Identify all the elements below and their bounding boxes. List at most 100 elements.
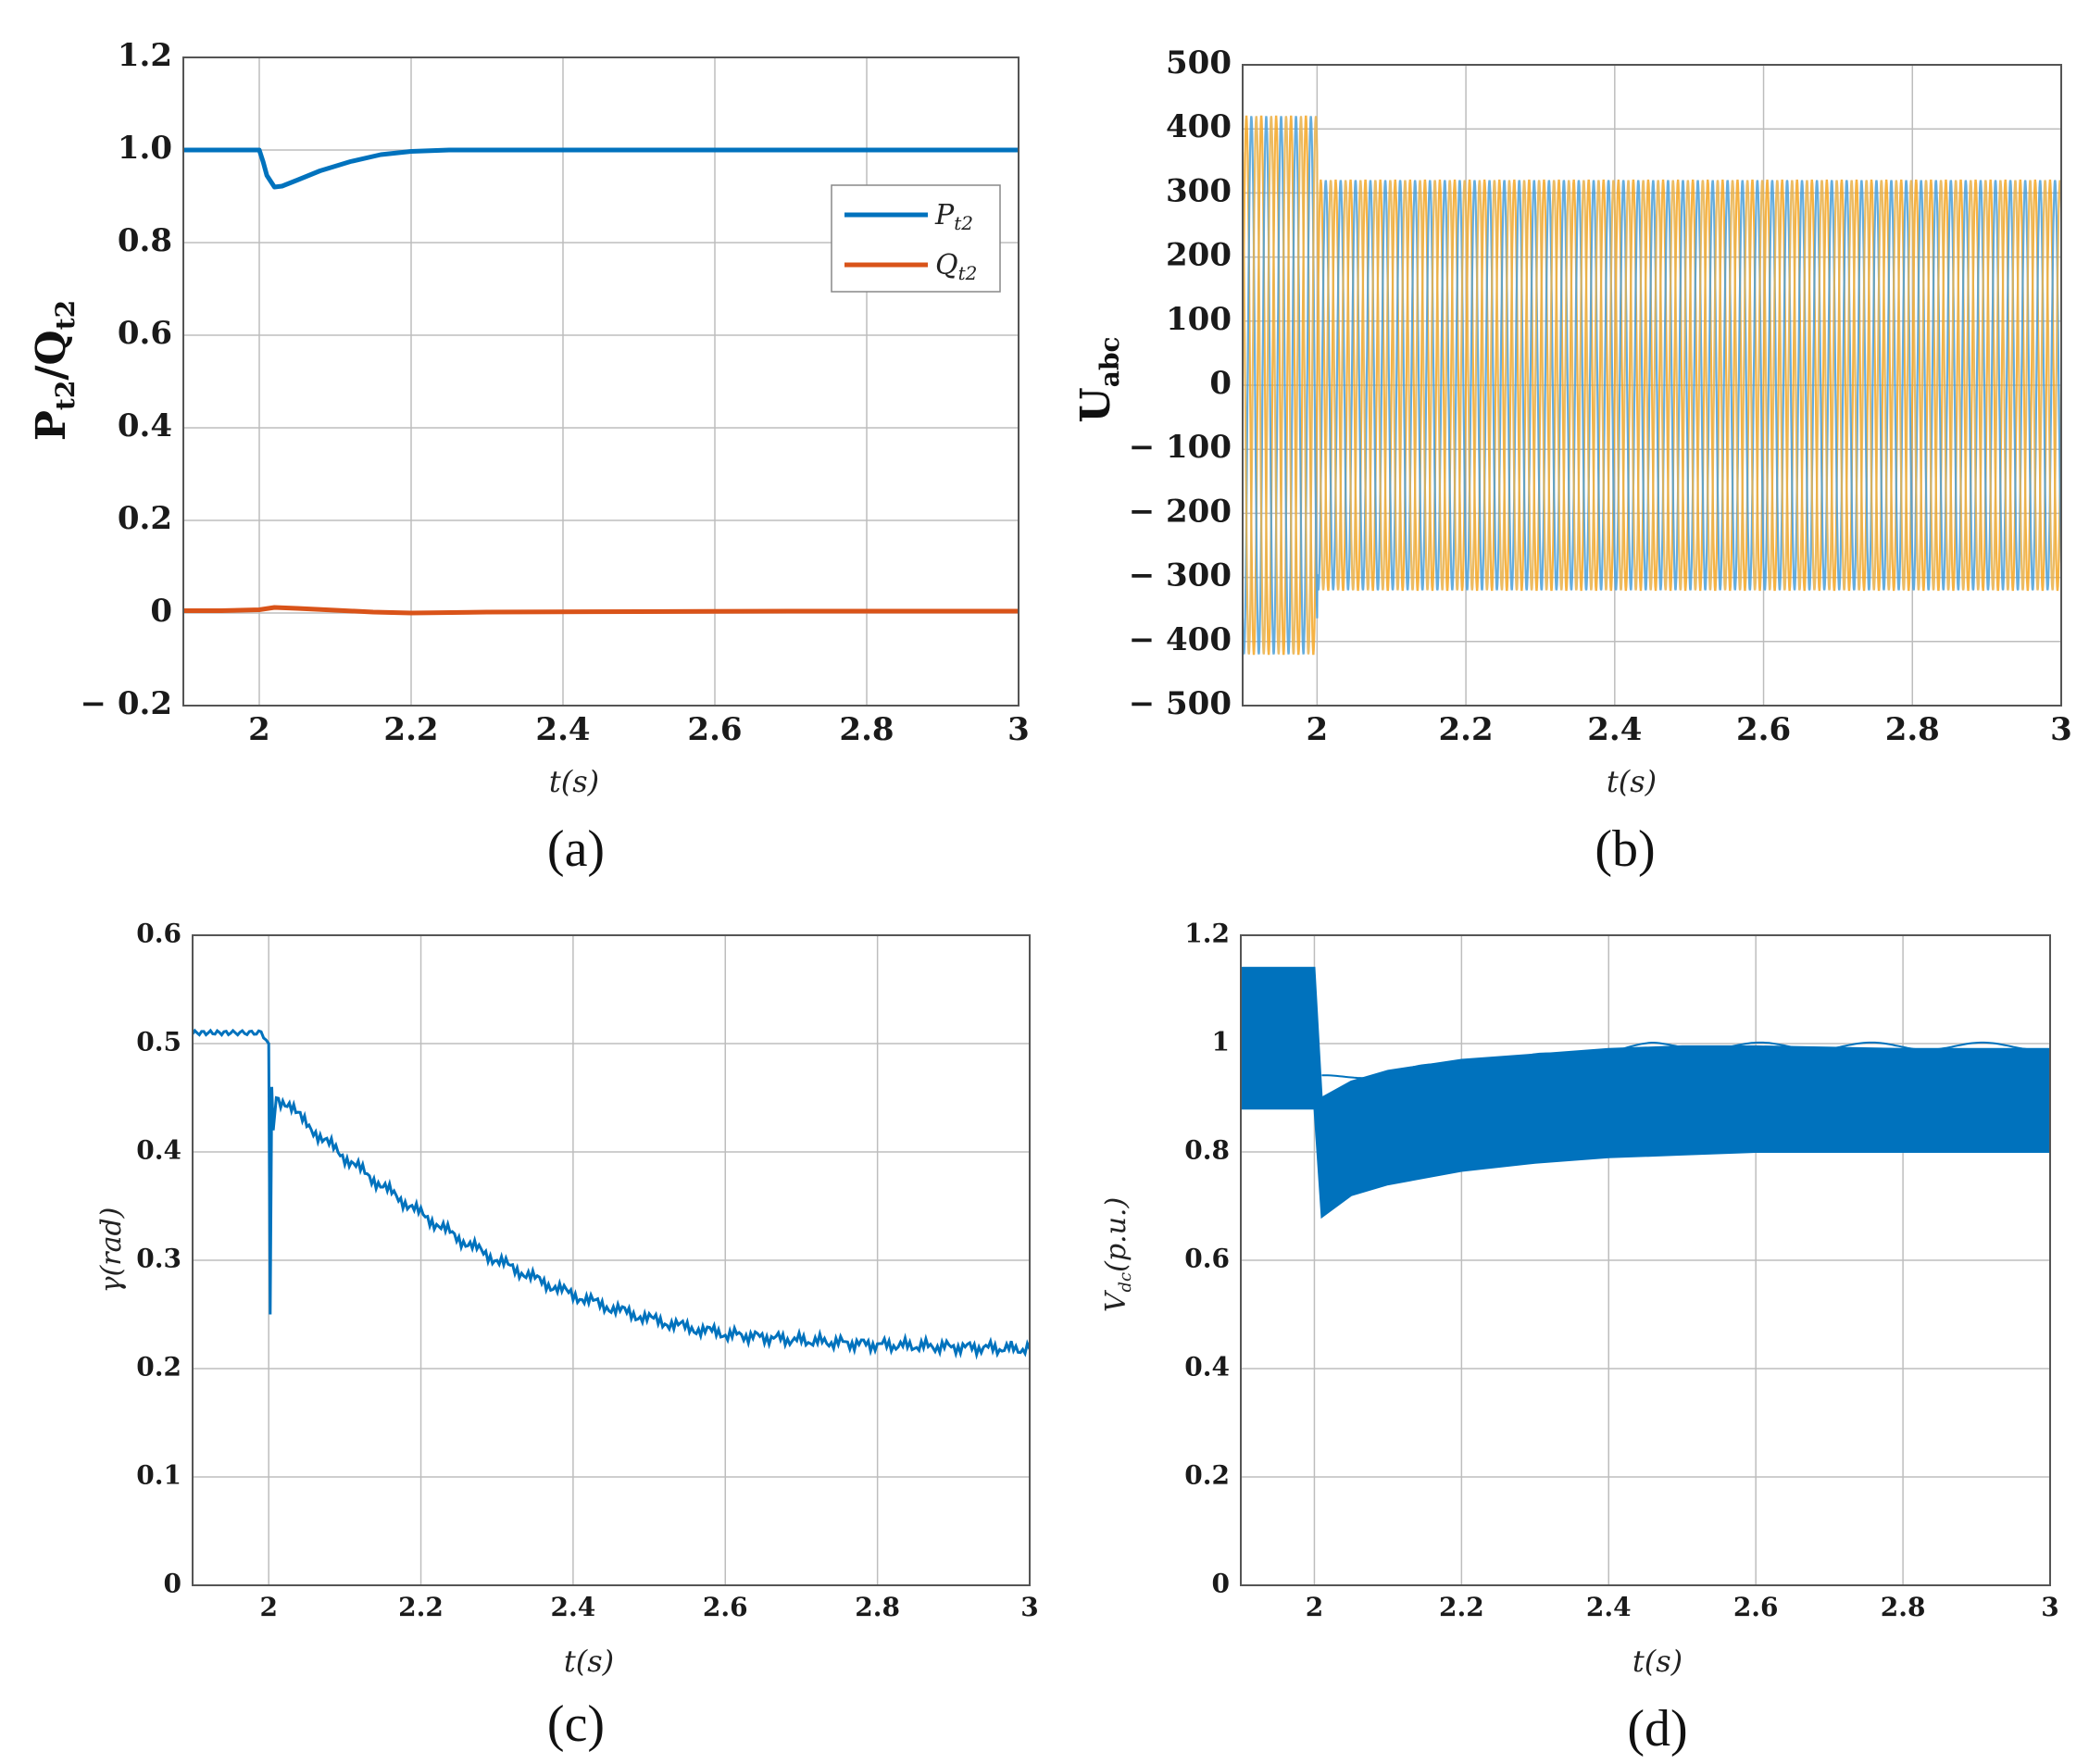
x-tick-label: 2.2 — [398, 1592, 444, 1622]
y-tick-label: 0.6 — [136, 919, 181, 949]
panel-a-series — [183, 147, 1019, 616]
panel-c-ylabel: γ(rad) — [95, 1207, 128, 1294]
panel-d-series — [1241, 967, 2050, 1220]
x-tick-label: 3 — [1007, 711, 1030, 748]
panel-a-legend: Pt2 Qt2 — [831, 184, 1001, 293]
panel-a-frame — [182, 56, 1019, 707]
y-tick-label: 500 — [1166, 44, 1232, 81]
panel-c-frame — [192, 934, 1031, 1586]
x-tick-label: 2.6 — [703, 1592, 748, 1622]
panel-d-grid — [1241, 934, 2051, 1586]
x-tick-label: 2 — [1307, 711, 1329, 748]
phase-waveform-2 — [1243, 116, 2061, 655]
y-tick-label: 1.0 — [118, 130, 172, 167]
x-tick-label: 2.4 — [1586, 1592, 1632, 1622]
x-tick-label: 2 — [1306, 1592, 1323, 1622]
panel-a-ticks: 2 2.2 2.4 2.6 2.8 3 1.2 1.0 0.8 0.6 0.4 0.2 0 − 0.2 — [81, 37, 1030, 748]
series-edge-vdc — [1321, 1041, 2049, 1080]
panel-d-ylabel: Vdc(p.u.) — [1100, 1197, 1135, 1312]
y-tick-label: 200 — [1166, 237, 1232, 274]
panel-a-xlabel: t(s) — [549, 764, 599, 799]
panel-d-ticks: 2 2.2 2.4 2.6 2.8 3 1.2 1 0.8 0.6 0.4 0.2 0 — [1184, 919, 2058, 1622]
y-tick-label: 0.2 — [118, 500, 172, 537]
x-tick-label: 2 — [259, 1592, 277, 1622]
x-tick-label: 2.4 — [535, 711, 590, 748]
x-tick-label: 2.8 — [839, 711, 894, 748]
series-group — [193, 1028, 1030, 1360]
y-tick-label: 0 — [1212, 1569, 1230, 1599]
x-tick-label: 2.2 — [1439, 711, 1494, 748]
panel-b-xlabel: t(s) — [1607, 764, 1657, 799]
panel-c-grid — [193, 934, 1031, 1586]
y-tick-label: 0.4 — [1184, 1352, 1230, 1382]
x-tick-label: 2.8 — [1885, 711, 1940, 748]
panel-b-series — [1243, 115, 2061, 656]
y-tick-label: 1 — [1212, 1027, 1230, 1057]
y-tick-label: 0.4 — [136, 1135, 181, 1166]
series-band-vdc — [1241, 967, 2050, 1220]
x-tick-label: 2.8 — [855, 1592, 900, 1622]
y-tick-label: 0 — [1209, 365, 1232, 402]
legend-label-qt2: Qt2 — [935, 249, 977, 284]
y-tick-label: − 300 — [1129, 557, 1232, 594]
y-tick-label: 300 — [1166, 172, 1232, 209]
x-tick-label: 3 — [2050, 711, 2072, 748]
y-tick-label: 0.2 — [136, 1352, 181, 1382]
panel-b: 2 2.2 2.4 2.6 2.8 3 500 400 300 200 100 0 − 100 − 200… — [1072, 44, 2072, 878]
y-tick-label: 0.6 — [118, 315, 172, 352]
y-tick-label: 0.1 — [136, 1460, 181, 1491]
y-tick-label: 0.6 — [1184, 1244, 1230, 1274]
panel-c-ticks: 2 2.2 2.4 2.6 2.8 3 0.6 0.5 0.4 0.3 0.2 0.1 0 — [136, 919, 1038, 1622]
y-tick-label: 0.2 — [1184, 1460, 1230, 1491]
y-tick-label: 0.8 — [118, 222, 172, 259]
legend-box — [831, 184, 1001, 293]
legend-label-pt2: Pt2 — [934, 199, 973, 234]
y-tick-label: 0.8 — [1184, 1135, 1230, 1166]
y-tick-label: − 500 — [1129, 685, 1232, 722]
panel-a-ylabel: Pt2/Qt2 — [28, 300, 81, 441]
x-tick-label: 2.4 — [551, 1592, 596, 1622]
panel-a-label: (a) — [547, 820, 605, 878]
panel-b-ticks: 2 2.2 2.4 2.6 2.8 3 500 400 300 200 100 0 − 100 − 200… — [1129, 44, 2072, 748]
x-tick-label: 2.4 — [1587, 711, 1642, 748]
series-line-qt2 — [183, 605, 1019, 616]
panel-d: 2 2.2 2.4 2.6 2.8 3 1.2 1 0.8 0.6 0.4 0.2 0 t(s) Vdc… — [1100, 919, 2059, 1758]
x-tick-label: 3 — [1020, 1592, 1038, 1622]
y-tick-label: 0.3 — [136, 1244, 181, 1274]
y-tick-label: − 100 — [1129, 429, 1232, 466]
x-tick-label: 2.8 — [1881, 1592, 1926, 1622]
panel-c-series — [193, 1028, 1030, 1360]
panel-d-frame — [1240, 934, 2051, 1586]
y-tick-label: − 200 — [1129, 493, 1232, 530]
series-line-pt2 — [183, 147, 1019, 190]
y-tick-label: 1.2 — [118, 37, 172, 74]
series-group — [1243, 115, 2061, 656]
phase-waveform-0 — [1243, 115, 2061, 656]
x-tick-label: 2.6 — [1733, 1592, 1779, 1622]
series-group — [1241, 967, 2050, 1220]
y-tick-label: 0 — [150, 593, 172, 630]
panel-d-xlabel: t(s) — [1632, 1644, 1682, 1679]
y-tick-label: 0.4 — [118, 407, 172, 444]
y-tick-label: 400 — [1166, 108, 1232, 145]
series-line-gamma — [193, 1028, 1030, 1360]
panel-b-label: (b) — [1595, 820, 1655, 878]
panel-c-xlabel: t(s) — [564, 1644, 614, 1679]
x-tick-label: 2.6 — [1736, 711, 1791, 748]
y-tick-label: 1.2 — [1184, 919, 1230, 949]
phase-waveform-1 — [1243, 116, 2061, 655]
panel-b-frame — [1242, 64, 2062, 707]
series-group — [183, 147, 1019, 616]
panel-b-ylabel: Uabc — [1072, 336, 1125, 422]
panel-c-label: (c) — [547, 1695, 605, 1753]
y-tick-label: 0.5 — [136, 1027, 181, 1057]
panel-a: 2 2.2 2.4 2.6 2.8 3 1.2 1.0 0.8 0.6 0.4 0.2 0 − 0.2 t… — [28, 37, 1030, 878]
y-tick-label: 100 — [1166, 301, 1232, 338]
x-tick-label: 2.6 — [687, 711, 742, 748]
x-tick-label: 2.2 — [383, 711, 438, 748]
y-tick-label: − 0.2 — [81, 685, 172, 722]
y-tick-label: − 400 — [1129, 621, 1232, 658]
x-tick-label: 2 — [248, 711, 270, 748]
panel-c: 2 2.2 2.4 2.6 2.8 3 0.6 0.5 0.4 0.3 0.2 0.1 0 t(s) γ… — [95, 919, 1039, 1754]
